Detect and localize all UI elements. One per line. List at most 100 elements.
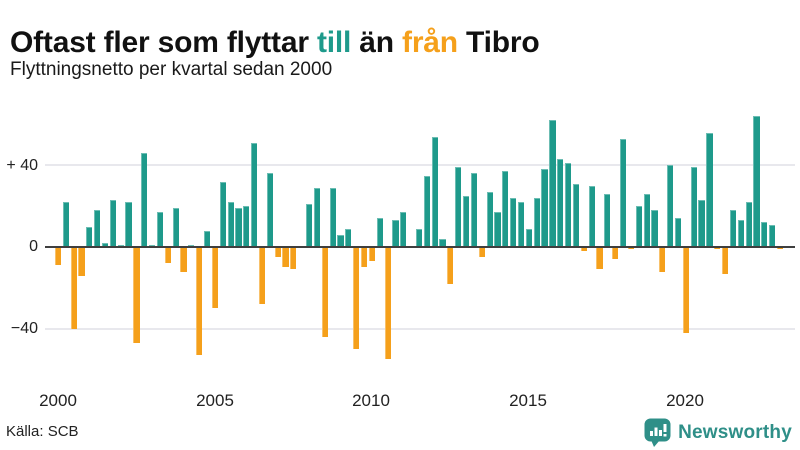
bar-2018-q1	[619, 138, 627, 247]
bar-2018-q2	[627, 247, 635, 250]
bar-2019-q4	[674, 218, 682, 247]
x-tick-2020: 2020	[666, 391, 704, 410]
bar-2021-q2	[722, 247, 729, 274]
bar-2012-q2	[439, 238, 446, 247]
bar-2007-q1	[274, 247, 281, 258]
bar-2006-q1	[243, 206, 250, 247]
bar-2014-q1	[494, 212, 501, 247]
bar-2020-q3	[698, 200, 705, 247]
bar-2020-q1	[682, 247, 689, 333]
bar-2001-q3	[101, 242, 109, 247]
bar-2022-q1	[745, 202, 752, 247]
bar-2008-q1	[306, 204, 313, 247]
bar-2007-q3	[290, 247, 297, 270]
bar-2002-q2	[125, 202, 132, 247]
title-pre: Oftast fler som flyttar	[10, 26, 317, 60]
bar-2000-q1	[54, 247, 61, 266]
gridline-minus-40	[45, 328, 795, 330]
bar-2002-q3	[133, 247, 140, 343]
bar-2010-q4	[392, 220, 399, 247]
bar-2016-q2	[565, 163, 572, 247]
bar-2010-q2	[376, 218, 383, 247]
bar-2021-q3	[729, 210, 737, 247]
bar-2008-q2	[313, 187, 321, 247]
bar-2014-q2	[502, 171, 509, 247]
bar-2005-q3	[227, 202, 234, 247]
bar-2000-q2	[62, 202, 69, 247]
bar-2022-q4	[769, 224, 776, 247]
bar-2018-q4	[643, 193, 650, 247]
y-tick-zero: 0	[29, 238, 38, 255]
bar-2005-q1	[211, 247, 218, 309]
bar-2009-q4	[360, 247, 368, 268]
bar-2002-q4	[141, 153, 148, 247]
bar-2016-q4	[580, 247, 587, 252]
title-post: Tibro	[457, 26, 540, 60]
bar-2015-q3	[541, 169, 548, 247]
bar-2017-q1	[588, 185, 595, 247]
gridline-plus-40	[45, 164, 795, 166]
bar-2004-q2	[188, 244, 195, 247]
x-tick-2010: 2010	[352, 391, 390, 410]
bar-2022-q3	[761, 222, 768, 247]
bar-2011-q4	[423, 175, 430, 247]
bar-2020-q2	[690, 167, 697, 247]
bar-2020-q4	[706, 132, 713, 247]
bar-2013-q3	[478, 247, 485, 258]
bar-2010-q3	[384, 247, 391, 360]
bar-2006-q2	[251, 142, 258, 247]
newsworthy-logo[interactable]: Newsworthy	[644, 418, 792, 448]
bar-2019-q2	[659, 247, 666, 272]
bar-2013-q4	[486, 191, 493, 247]
bar-2017-q2	[596, 247, 603, 270]
bar-2009-q2	[345, 228, 352, 247]
bar-2004-q1	[180, 247, 187, 272]
chart-title: Oftast fler som flyttar till än från Tib…	[10, 26, 790, 60]
bar-2011-q3	[415, 228, 423, 247]
bar-2014-q4	[517, 202, 525, 247]
bar-2000-q4	[78, 247, 85, 276]
x-tick-2000: 2000	[39, 391, 77, 410]
bar-2003-q1	[149, 244, 156, 247]
bar-2022-q2	[753, 116, 760, 247]
zero-axis-line	[45, 246, 795, 248]
bar-2017-q4	[612, 247, 619, 260]
bar-2001-q4	[109, 200, 116, 247]
bar-2014-q3	[510, 197, 517, 247]
bar-2018-q3	[635, 206, 642, 247]
bar-2011-q1	[400, 212, 407, 247]
bar-2013-q2	[470, 173, 478, 247]
y-tick-minus-40: −40	[10, 320, 38, 337]
bar-2009-q3	[353, 247, 360, 350]
bar-2012-q1	[431, 136, 438, 247]
bar-2006-q3	[258, 247, 266, 305]
bar-2012-q4	[455, 167, 462, 247]
bar-2013-q1	[462, 195, 470, 247]
bar-2021-q4	[737, 220, 744, 247]
bar-2010-q1	[368, 247, 375, 262]
x-tick-2005: 2005	[196, 391, 234, 410]
title-accent-fran: från	[402, 26, 458, 60]
source-note: Källa: SCB	[6, 423, 79, 440]
x-tick-2015: 2015	[509, 391, 547, 410]
title-accent-till: till	[316, 26, 352, 60]
chart-subtitle: Flyttningsnetto per kvartal sedan 2000	[10, 59, 333, 80]
bar-2001-q2	[94, 210, 101, 247]
bar-2023-q1	[776, 247, 784, 250]
bar-2019-q1	[651, 210, 658, 247]
bar-2005-q4	[235, 208, 242, 247]
bar-2004-q4	[203, 230, 211, 247]
bar-2008-q3	[321, 247, 328, 337]
bar-2000-q3	[70, 247, 77, 329]
bar-2021-q1	[714, 247, 721, 250]
bar-2004-q3	[196, 247, 203, 356]
bar-2015-q4	[549, 120, 556, 247]
bar-2015-q2	[533, 197, 540, 247]
bar-series	[54, 110, 784, 385]
bar-2016-q3	[572, 183, 580, 247]
bar-2009-q1	[337, 234, 344, 247]
bar-2019-q3	[667, 165, 674, 247]
bar-2003-q4	[172, 208, 179, 247]
bar-2007-q2	[282, 247, 289, 268]
bar-2003-q2	[156, 212, 164, 247]
